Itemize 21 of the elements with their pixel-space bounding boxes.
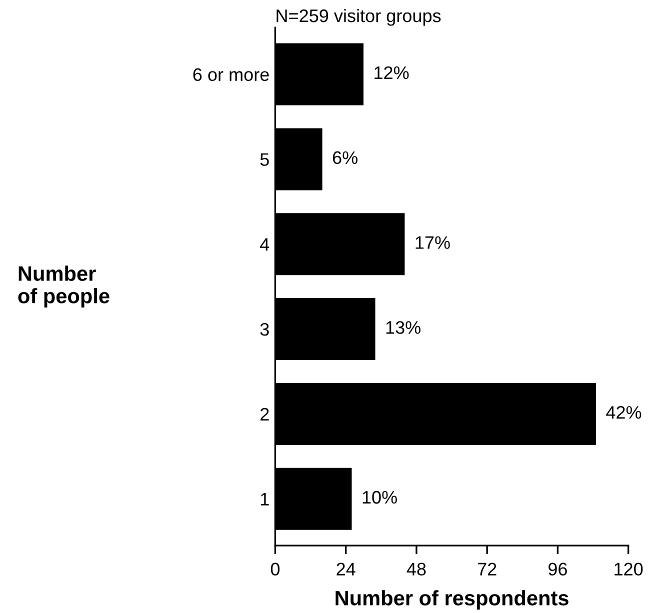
x-tick-label: 48 (406, 562, 426, 576)
x-tick-label: 0 (270, 562, 280, 576)
x-tick-label: 72 (478, 562, 496, 576)
x-tick-label: 96 (548, 562, 567, 576)
annotation: 12% (374, 66, 409, 80)
y-tick-label: 2 (260, 408, 269, 420)
annotation: 10% (362, 490, 397, 504)
annotation: 17% (416, 236, 450, 249)
y-tick-label: 4 (260, 238, 270, 251)
y-axis-title: Number of people (18, 266, 110, 308)
chart-title: N=259 visitor groups (276, 8, 441, 26)
y-tick-label: 1 (261, 492, 269, 506)
y-tick-label: 3 (260, 322, 269, 336)
annotation: 42% (606, 406, 642, 419)
x-tick-label: 24 (336, 562, 356, 576)
y-tick-label: 6 or more (193, 68, 269, 82)
x-tick-label: 120 (614, 562, 643, 576)
annotation: 13% (386, 321, 420, 334)
y-tick-label: 5 (260, 153, 269, 166)
x-axis-title: Number of respondents (336, 590, 568, 610)
annotation: 6% (332, 151, 358, 164)
